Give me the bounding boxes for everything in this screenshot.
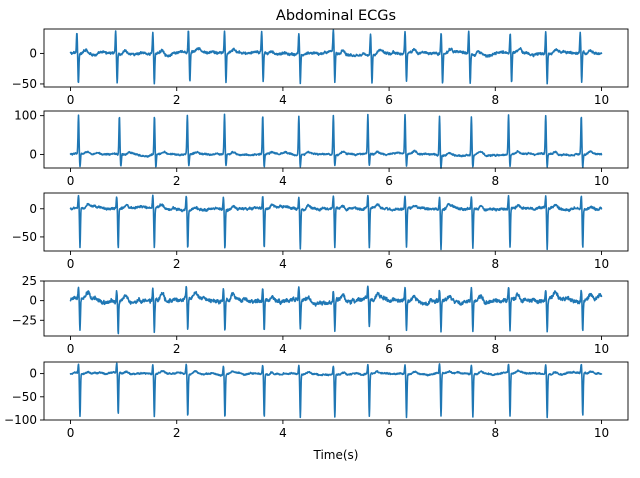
x-tick-label: 0 [67,93,75,107]
y-tick-label: 0 [29,147,37,161]
x-tick-label: 6 [385,174,393,188]
y-tick-label: 0 [29,202,37,216]
x-tick-label: 8 [491,342,499,356]
y-tick-label: −25 [12,313,37,327]
x-tick-label: 8 [491,257,499,271]
x-tick-label: 8 [491,174,499,188]
panel-1: 0 2 4 6 8 10 −50 0 [12,28,629,107]
y-tick-label: 25 [22,274,37,288]
x-tick-label: 10 [594,342,609,356]
x-tick-label: 4 [279,174,287,188]
x-tick-label: 6 [385,257,393,271]
axes-frame [43,361,629,421]
x-tick-label: 2 [173,93,181,107]
x-tick-label: 4 [279,426,287,440]
x-tick-label: 6 [385,426,393,440]
x-axis-label: Time(s) [313,448,359,462]
x-tick-label: 0 [67,174,75,188]
x-tick-label: 0 [67,257,75,271]
ecg-trace-4 [69,285,603,335]
x-tick-label: 2 [173,257,181,271]
x-tick-label: 10 [594,174,609,188]
x-tick-label: 0 [67,426,75,440]
x-tick-label: 4 [279,342,287,356]
panel-5: 0 2 4 6 8 10 −100 −50 0 [4,361,629,440]
panel-4: 0 2 4 6 8 10 −25 0 25 [12,274,629,356]
x-tick-label: 0 [67,342,75,356]
y-tick-label: −100 [4,413,37,427]
x-tick-label: 10 [594,257,609,271]
x-tick-label: 10 [594,93,609,107]
x-tick-label: 4 [279,257,287,271]
x-tick-label: 2 [173,342,181,356]
y-tick-label: 0 [29,294,37,308]
ecg-trace-1 [69,29,603,85]
panel-3: 0 2 4 6 8 10 −50 0 [12,192,629,271]
axes-frame [43,28,629,88]
axes-frame [43,280,629,337]
y-tick-label: 0 [29,367,37,381]
y-tick-label: −50 [12,230,37,244]
y-tick-label: −50 [12,390,37,404]
x-tick-label: 8 [491,426,499,440]
axes-frame [43,110,629,169]
axes-frame [43,192,629,252]
x-tick-label: 4 [279,93,287,107]
x-tick-label: 6 [385,93,393,107]
y-tick-label: 100 [14,109,37,123]
y-tick-label: −50 [12,77,37,91]
x-tick-label: 2 [173,426,181,440]
ecg-trace-3 [69,194,603,251]
x-tick-label: 6 [385,342,393,356]
y-tick-label: 0 [29,46,37,60]
ecg-trace-2 [69,113,603,169]
x-tick-label: 2 [173,174,181,188]
chart-title: Abdominal ECGs [276,8,396,24]
x-tick-label: 10 [594,426,609,440]
ecg-trace-5 [69,362,603,419]
x-tick-label: 8 [491,93,499,107]
